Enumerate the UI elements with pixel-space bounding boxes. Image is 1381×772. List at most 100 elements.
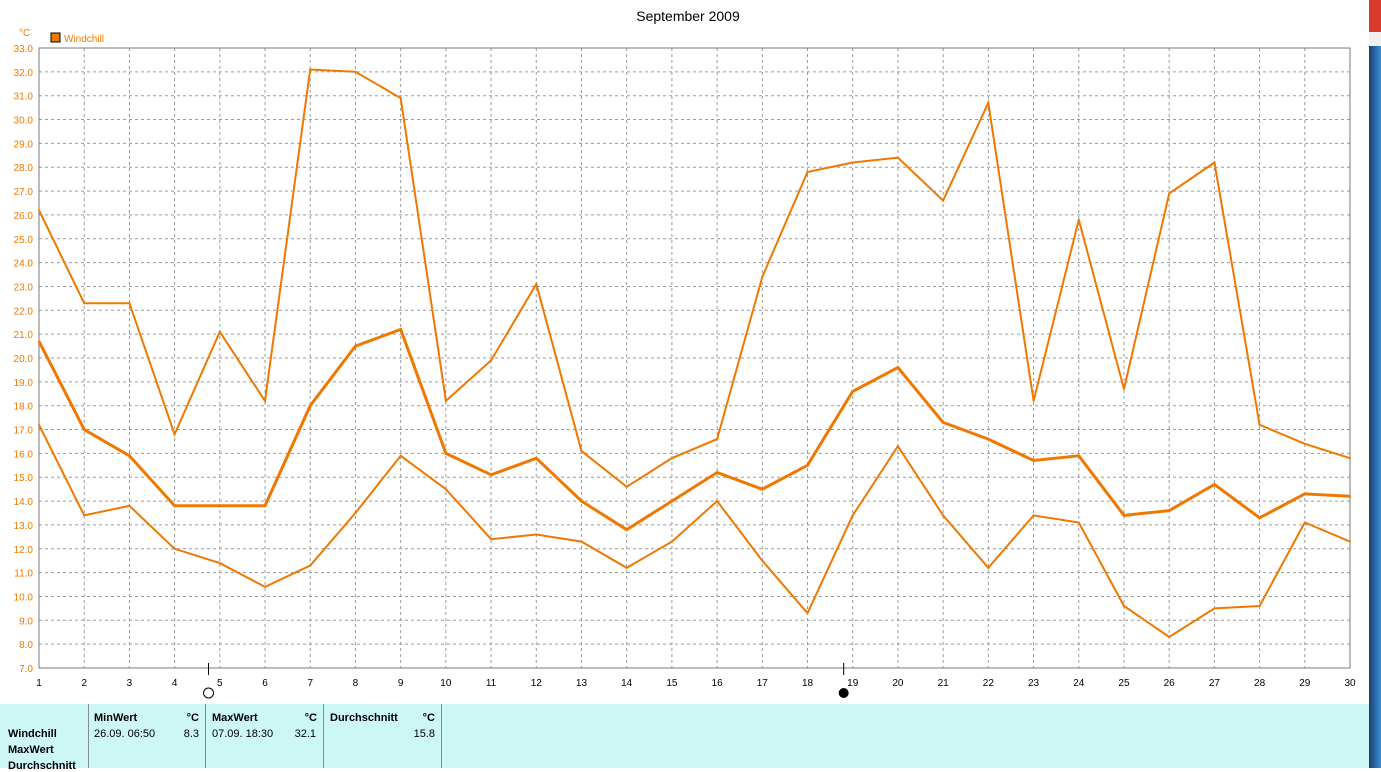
data-point (716, 438, 719, 441)
data-point (1032, 514, 1035, 517)
data-point (38, 209, 40, 212)
data-point (173, 504, 176, 507)
y-tick-label: 30.0 (14, 116, 34, 127)
data-point (38, 340, 40, 343)
data-point (806, 464, 809, 467)
x-tick-label: 4 (172, 678, 178, 689)
data-point (987, 438, 990, 441)
full-moon-icon (203, 687, 215, 699)
data-point (1077, 218, 1080, 221)
desktop-edge-strip-light (1369, 32, 1381, 46)
data-point (716, 500, 719, 503)
x-tick-label: 16 (712, 678, 724, 689)
y-tick-label: 21.0 (14, 330, 34, 341)
data-point (399, 328, 402, 331)
data-point (309, 564, 312, 567)
data-point (309, 404, 312, 407)
data-point (625, 528, 628, 531)
series-line-2 (38, 424, 1351, 639)
y-tick-label: 26.0 (14, 211, 34, 222)
x-tick-label: 3 (127, 678, 133, 689)
data-point (354, 70, 357, 73)
x-tick-label: 11 (486, 678, 497, 689)
x-tick-label: 13 (576, 678, 588, 689)
statistics-panel: Windchill MaxWert Durchschnitt MinWert °… (0, 704, 1369, 772)
column-divider (323, 704, 324, 768)
data-point (806, 612, 809, 615)
y-tick-label: 14.0 (14, 497, 34, 508)
x-tick-label: 7 (307, 678, 313, 689)
data-point (535, 533, 538, 536)
y-tick-label: 24.0 (14, 259, 34, 270)
data-point (1349, 495, 1351, 498)
y-tick-label: 23.0 (14, 282, 34, 293)
min-value: 8.3 (183, 728, 199, 740)
chart-title: September 2009 (636, 8, 740, 24)
y-tick-label: 13.0 (14, 521, 34, 532)
data-point (896, 366, 899, 369)
data-point (1168, 509, 1171, 512)
x-tick-label: 2 (81, 678, 87, 689)
x-tick-label: 28 (1254, 678, 1266, 689)
data-point (987, 566, 990, 569)
line-chart: September 2009°CWindchill7.08.09.010.011… (14, 8, 1356, 699)
x-tick-label: 30 (1344, 678, 1356, 689)
x-tick-label: 12 (531, 678, 543, 689)
row-label-maxwert: MaxWert (8, 744, 54, 756)
data-point (128, 454, 131, 457)
data-point (896, 156, 899, 159)
data-point (444, 399, 447, 402)
data-point (1213, 483, 1216, 486)
x-tick-label: 27 (1209, 678, 1221, 689)
data-point (761, 275, 764, 278)
column-divider (441, 704, 442, 768)
data-point (173, 547, 176, 550)
max-time: 07.09. 18:30 (212, 728, 274, 740)
x-tick-label: 26 (1164, 678, 1176, 689)
data-point (444, 488, 447, 491)
data-point (1213, 607, 1216, 610)
x-tick-label: 29 (1299, 678, 1311, 689)
y-tick-label: 17.0 (14, 426, 34, 437)
data-point (1077, 454, 1080, 457)
data-point (1077, 521, 1080, 524)
data-point (1258, 605, 1261, 607)
data-point (1349, 457, 1351, 460)
avg-header: Durchschnitt (330, 712, 398, 724)
desktop-edge-strip (1369, 0, 1381, 768)
x-tick-label: 5 (217, 678, 223, 689)
data-point (128, 302, 131, 305)
data-point (490, 538, 493, 541)
x-tick-label: 19 (847, 678, 859, 689)
series-line-0 (38, 68, 1351, 489)
max-unit: °C (304, 712, 317, 724)
desktop-edge-strip-red (1369, 0, 1381, 32)
legend-label: Windchill (64, 34, 104, 45)
y-tick-label: 31.0 (14, 92, 34, 103)
min-time: 26.09. 06:50 (94, 728, 156, 740)
data-point (1032, 399, 1035, 402)
data-point (264, 399, 266, 402)
data-point (490, 359, 493, 362)
data-point (535, 457, 538, 460)
y-tick-label: 27.0 (14, 187, 34, 198)
new-moon-icon (838, 688, 849, 698)
data-point (1168, 192, 1171, 195)
data-point (942, 421, 945, 424)
data-point (625, 485, 628, 488)
data-point (535, 283, 538, 286)
data-point (218, 504, 221, 507)
data-point (309, 68, 312, 71)
data-point (1168, 636, 1171, 638)
y-tick-label: 33.0 (14, 44, 34, 55)
min-unit: °C (186, 712, 199, 724)
data-point (580, 500, 583, 503)
data-point (851, 390, 854, 393)
data-point (1349, 540, 1351, 543)
data-point (83, 514, 86, 517)
x-tick-label: 14 (621, 678, 633, 689)
data-point (38, 423, 40, 426)
min-header: MinWert (94, 712, 138, 724)
data-point (1123, 514, 1125, 517)
x-tick-label: 1 (36, 678, 42, 689)
